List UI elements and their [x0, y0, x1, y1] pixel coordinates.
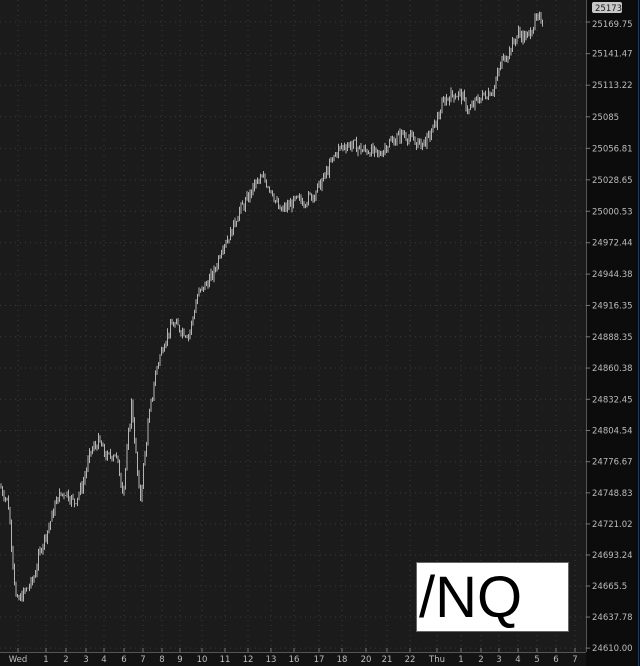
x-tick-label: 12	[243, 655, 254, 665]
y-tick-label: 24693.24	[592, 551, 633, 561]
y-tick-label: 24860.38	[592, 364, 633, 374]
x-tick-label: 16	[289, 655, 300, 665]
x-tick-label: 2	[63, 655, 68, 665]
y-tick-label: 25085	[592, 113, 619, 123]
x-tick-label: 21	[382, 655, 393, 665]
x-tick-label: 1	[458, 655, 463, 665]
x-tick-label: Thu	[428, 655, 445, 665]
y-tick-label: 25141.47	[592, 50, 633, 60]
y-tick-label: 25056.81	[592, 144, 633, 154]
y-tick-label: 24721.02	[592, 520, 633, 530]
y-axis-panel	[586, 0, 640, 666]
y-tick-label: 25169.75	[592, 20, 633, 30]
y-tick-label: 25000.53	[592, 207, 633, 217]
x-tick-label: 22	[405, 655, 416, 665]
x-tick-label: 7	[572, 655, 577, 665]
last-price-badge: 25173	[592, 2, 622, 14]
y-tick-label: 24832.45	[592, 395, 633, 405]
y-tick-label: 24665.5	[592, 582, 627, 592]
x-tick-label: 3	[83, 655, 88, 665]
y-tick-label: 25028.65	[592, 176, 633, 186]
x-tick-label: 11	[220, 655, 231, 665]
y-tick-label: 24916.35	[592, 301, 633, 311]
last-price-badge-text: 25173	[595, 4, 622, 14]
x-tick-label: 13	[266, 655, 277, 665]
x-tick-label: 4	[101, 655, 106, 665]
y-tick-label: 24944.38	[592, 270, 633, 280]
x-tick-label: 6	[553, 655, 558, 665]
x-tick-label: 2	[478, 655, 483, 665]
x-tick-label: 10	[197, 655, 208, 665]
symbol-label: /NQ	[416, 562, 569, 632]
x-tick-label: 7	[140, 655, 145, 665]
x-tick-label: 5	[534, 655, 539, 665]
y-tick-label: 24637.78	[592, 613, 633, 623]
x-axis-panel	[0, 652, 586, 666]
x-tick-label: 4	[515, 655, 520, 665]
y-tick-label: 24610.00	[592, 644, 633, 654]
plot-background	[0, 0, 586, 652]
y-tick-label: 24748.83	[592, 489, 633, 499]
y-tick-label: 25113.22	[592, 81, 633, 91]
x-tick-label: 1	[43, 655, 48, 665]
y-tick-label: 24972.44	[592, 239, 633, 249]
y-tick-label: 24776.67	[592, 458, 633, 468]
x-tick-label: 17	[314, 655, 325, 665]
x-tick-label: 8	[159, 655, 164, 665]
x-tick-label: Wed	[9, 655, 28, 665]
y-tick-label: 24888.35	[592, 333, 633, 343]
x-tick-label: 3	[496, 655, 501, 665]
x-tick-label: 9	[177, 655, 182, 665]
x-tick-label: 20	[361, 655, 372, 665]
y-tick-label: 24804.54	[592, 427, 633, 437]
x-tick-label: 18	[337, 655, 348, 665]
x-tick-label: 6	[121, 655, 126, 665]
